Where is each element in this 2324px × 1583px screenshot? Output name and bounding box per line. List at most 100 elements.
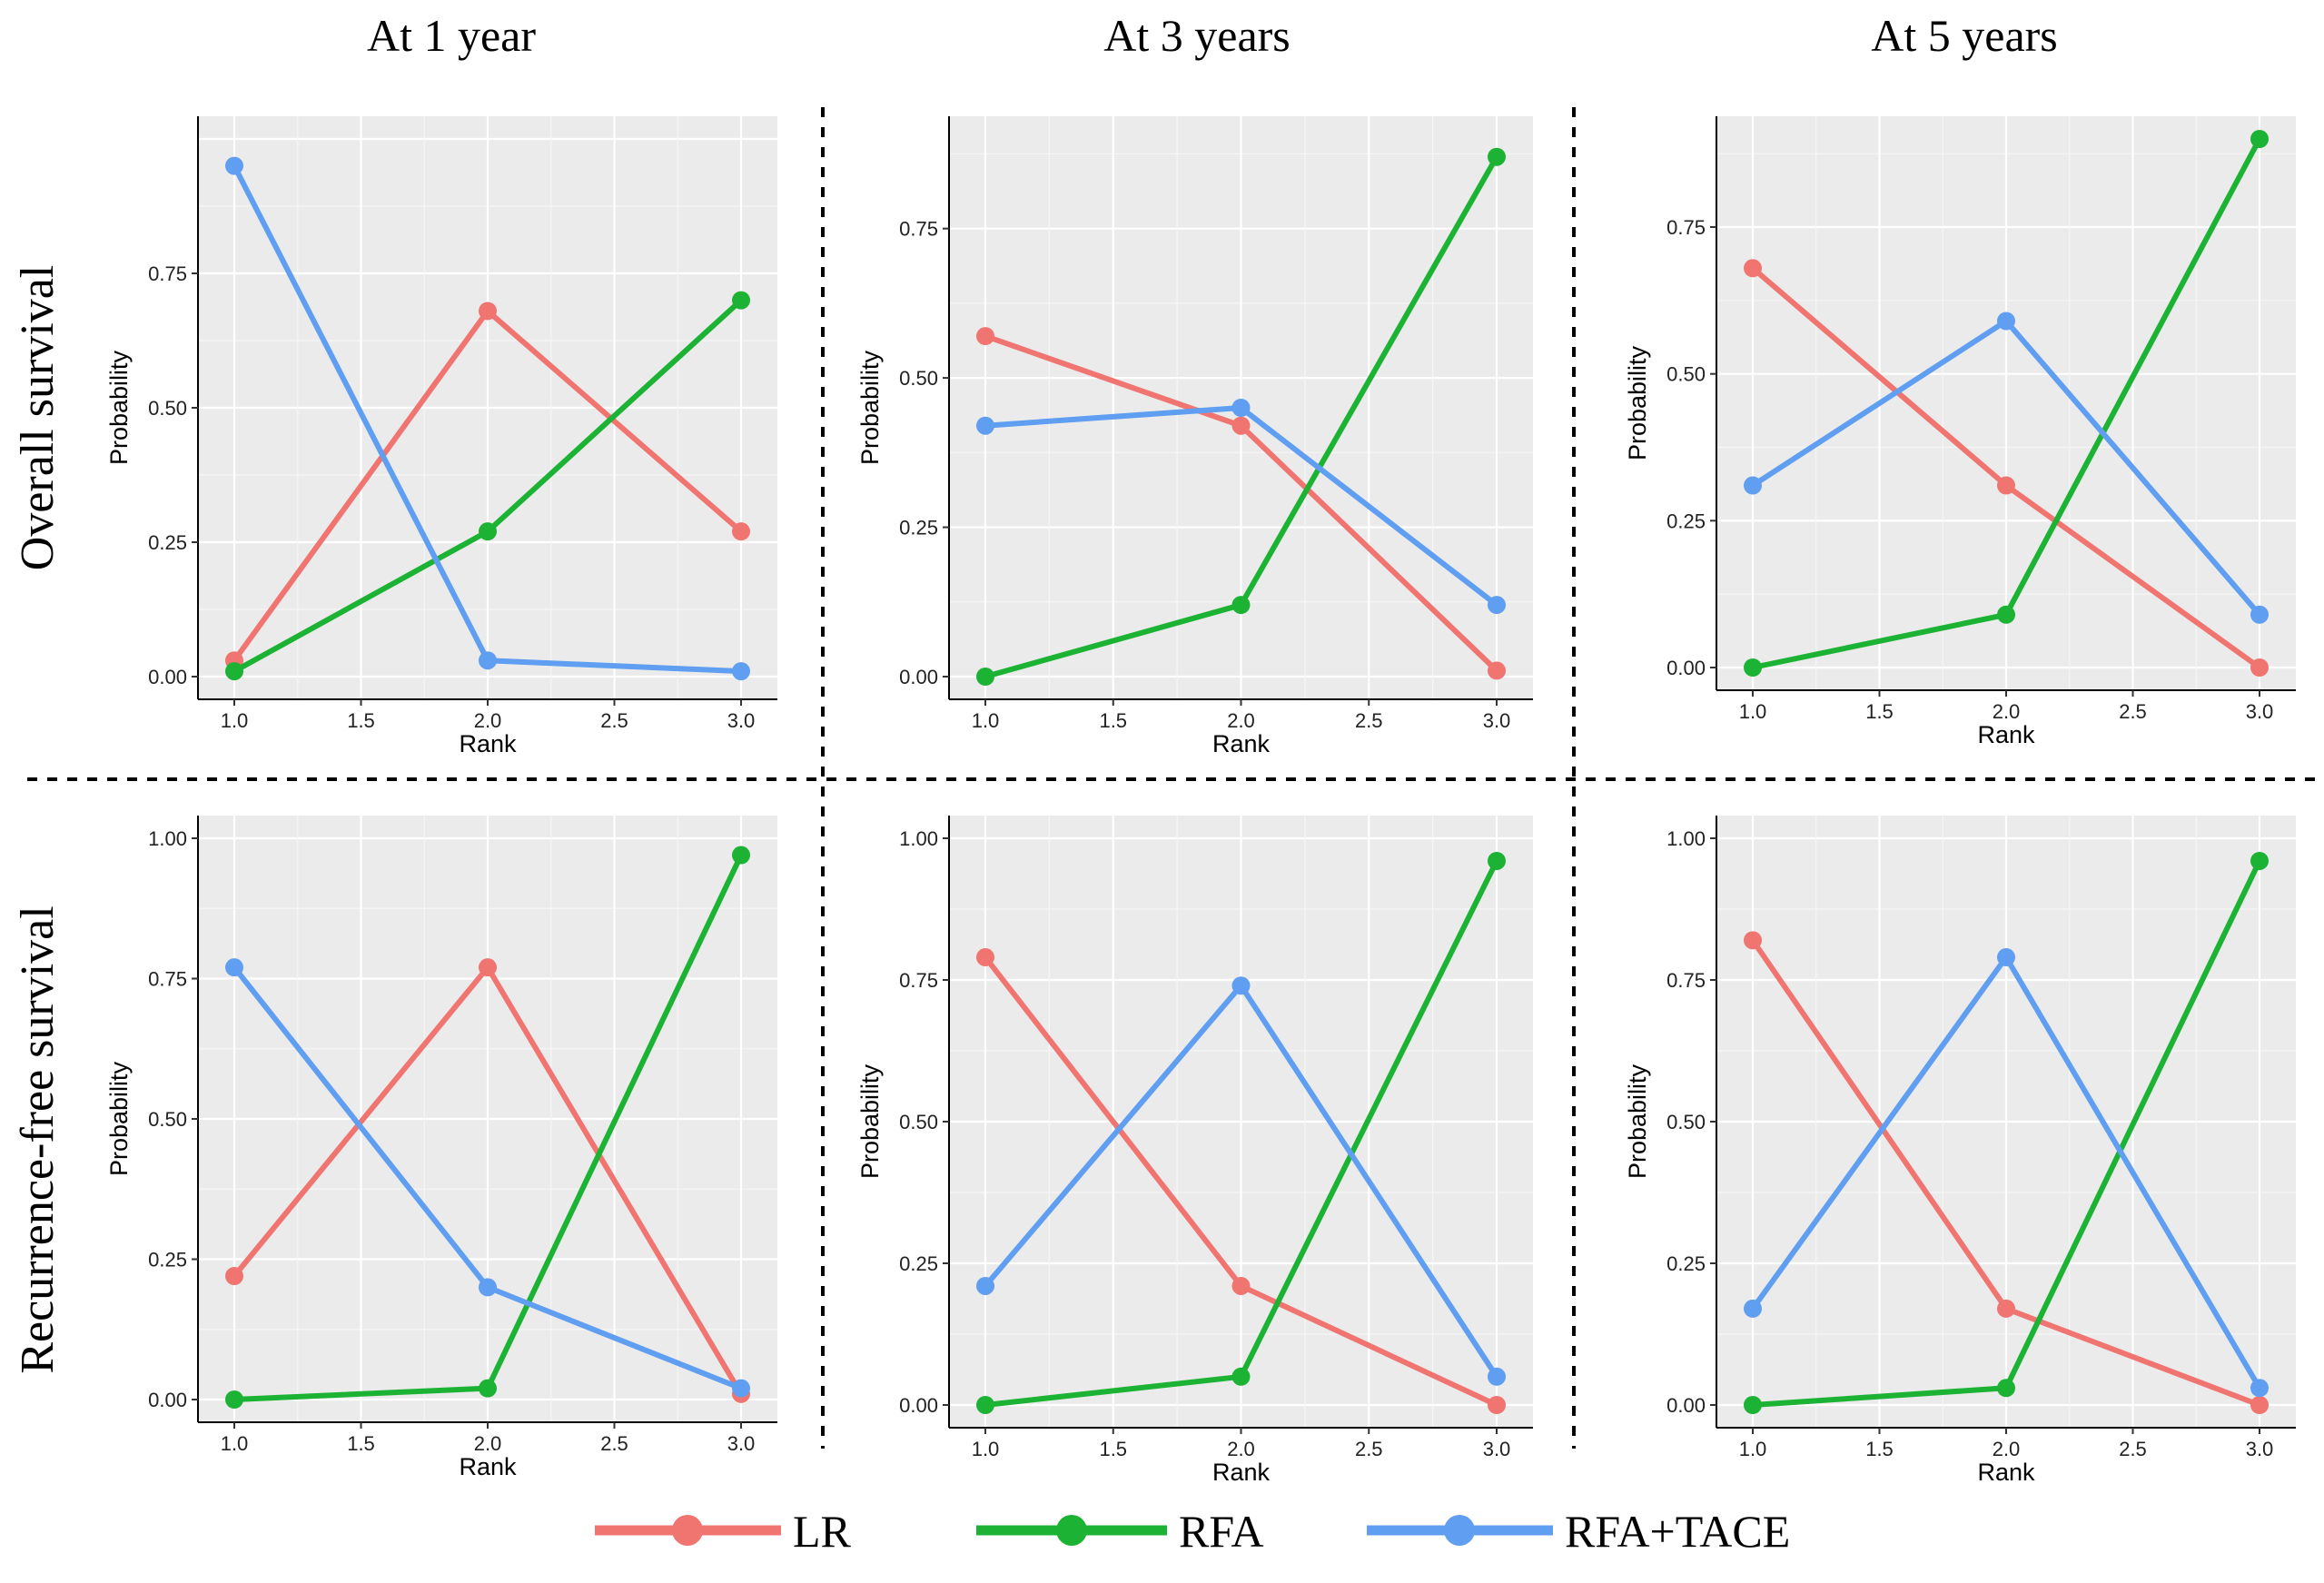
y-axis-title: Probability [1624, 1064, 1651, 1179]
x-tick-label: 2.0 [1227, 709, 1255, 732]
y-tick-label: 0.00 [148, 1389, 187, 1411]
y-tick-label: 0.25 [899, 1252, 938, 1275]
data-point-rfa [1744, 658, 1762, 677]
data-point-rfa-tace [1488, 1367, 1506, 1386]
x-axis-title: Rank [1212, 730, 1271, 757]
x-tick-label: 2.0 [1227, 1438, 1255, 1460]
data-point-lr [1231, 1276, 1251, 1295]
data-point-rfa [1997, 605, 2015, 624]
data-point-rfa-tace [479, 1278, 497, 1297]
x-tick-label: 2.5 [2119, 1438, 2147, 1460]
data-point-lr [1231, 416, 1251, 435]
legend-marker-lr [672, 1515, 703, 1546]
y-tick-label: 0.50 [1666, 1111, 1706, 1133]
data-point-rfa [1997, 1379, 2015, 1398]
y-axis-title: Probability [1624, 345, 1651, 460]
data-point-lr [1744, 259, 1762, 278]
data-point-rfa-tace [732, 1379, 750, 1398]
data-point-lr [479, 958, 497, 977]
data-point-rfa [479, 1379, 497, 1398]
y-tick-label: 0.00 [899, 1394, 938, 1417]
x-tick-label: 3.0 [1483, 709, 1511, 732]
x-axis-title: Rank [459, 1453, 517, 1480]
data-point-rfa [2250, 851, 2269, 870]
x-tick-label: 3.0 [1483, 1438, 1511, 1460]
y-tick-label: 0.50 [899, 367, 938, 390]
data-point-rfa-tace [2250, 1379, 2269, 1398]
data-point-rfa-tace [225, 156, 243, 175]
y-tick-label: 0.25 [148, 531, 187, 554]
x-tick-label: 1.0 [221, 709, 249, 732]
data-point-lr [732, 522, 750, 541]
y-tick-label: 0.75 [899, 969, 938, 992]
data-point-lr [1488, 1396, 1506, 1414]
legend-marker-rfa-tace [1444, 1515, 1475, 1546]
y-tick-label: 0.25 [1666, 1252, 1706, 1275]
panel-5: 0.00 0.25 0.50 0.75 1.00 1.0 1.5 2.0 2.5 3.0 Rank P… [856, 816, 1533, 1486]
x-tick-label: 1.5 [1865, 1438, 1894, 1460]
data-point-rfa-tace [732, 662, 750, 681]
y-axis-title: Probability [856, 1064, 884, 1179]
x-tick-label: 3.0 [2246, 700, 2274, 723]
legend: LR RFA RFA+TACE [595, 1506, 1790, 1557]
x-axis-title: Rank [1212, 1459, 1271, 1486]
data-point-rfa-tace [1231, 976, 1251, 995]
x-tick-label: 1.5 [1099, 709, 1127, 732]
data-point-rfa-tace [1744, 1299, 1762, 1318]
x-tick-label: 2.5 [2119, 700, 2147, 723]
x-tick-label: 2.0 [1993, 1438, 2021, 1460]
data-point-rfa [976, 1396, 994, 1414]
y-tick-label: 0.50 [148, 1108, 187, 1131]
column-title-5-years: At 5 years [1871, 10, 2058, 61]
x-axis-title: Rank [1977, 721, 2035, 748]
y-tick-label: 0.75 [899, 218, 938, 241]
y-tick-label: 0.00 [1666, 1394, 1706, 1417]
x-tick-label: 1.5 [347, 1432, 375, 1455]
panel-6: 0.00 0.25 0.50 0.75 1.00 1.0 1.5 2.0 2.5 3.0 Rank P… [1624, 816, 2296, 1486]
panel-2: 0.00 0.25 0.50 0.75 1.0 1.5 2.0 2.5 3.0 Rank Proba… [856, 116, 1533, 757]
data-point-lr [1488, 661, 1506, 680]
y-tick-label: 1.00 [1666, 827, 1706, 850]
data-point-rfa-tace [479, 651, 497, 670]
y-tick-label: 0.50 [1666, 363, 1706, 386]
data-point-rfa [479, 522, 497, 541]
x-tick-label: 2.0 [1993, 700, 2021, 723]
data-point-rfa-tace [225, 958, 243, 977]
data-point-rfa [1488, 851, 1506, 870]
data-point-rfa [732, 291, 750, 310]
legend-label-lr: LR [793, 1506, 852, 1557]
data-point-rfa [1744, 1396, 1762, 1414]
data-point-lr [1997, 476, 2015, 495]
x-tick-label: 2.5 [600, 709, 628, 732]
data-point-lr [1744, 931, 1762, 950]
x-tick-label: 1.5 [1865, 700, 1894, 723]
data-point-rfa [1231, 1367, 1251, 1386]
x-tick-label: 1.0 [1739, 1438, 1767, 1460]
panels: 0.00 0.25 0.50 0.75 1.0 1.5 2.0 2.5 3.0 Rank Proba… [105, 116, 2296, 1486]
x-tick-label: 2.0 [474, 709, 502, 732]
data-point-rfa [2250, 130, 2269, 148]
y-tick-label: 0.75 [148, 262, 187, 285]
x-tick-label: 1.5 [1099, 1438, 1127, 1460]
y-axis-title: Probability [105, 350, 133, 465]
data-point-lr [1997, 1299, 2015, 1318]
y-tick-label: 0.75 [1666, 969, 1706, 992]
y-axis-title: Probability [105, 1061, 133, 1176]
x-tick-label: 1.0 [972, 1438, 1000, 1460]
x-axis-title: Rank [1977, 1459, 2035, 1486]
x-tick-label: 2.0 [474, 1432, 502, 1455]
data-point-lr [479, 302, 497, 321]
legend-item-rfa: RFA [976, 1506, 1264, 1557]
data-point-rfa-tace [976, 1276, 994, 1295]
panel-4: 0.00 0.25 0.50 0.75 1.00 1.0 1.5 2.0 2.5 3.0 Rank P… [105, 816, 777, 1480]
y-tick-label: 1.00 [899, 827, 938, 850]
y-tick-label: 0.00 [1666, 657, 1706, 679]
data-point-lr [976, 327, 994, 346]
y-tick-label: 0.25 [148, 1249, 187, 1271]
data-point-lr [2250, 1396, 2269, 1414]
data-point-lr [976, 948, 994, 967]
panel-1: 0.00 0.25 0.50 0.75 1.0 1.5 2.0 2.5 3.0 Rank Proba… [105, 116, 777, 757]
x-tick-label: 1.0 [972, 709, 1000, 732]
y-tick-label: 0.00 [148, 666, 187, 688]
